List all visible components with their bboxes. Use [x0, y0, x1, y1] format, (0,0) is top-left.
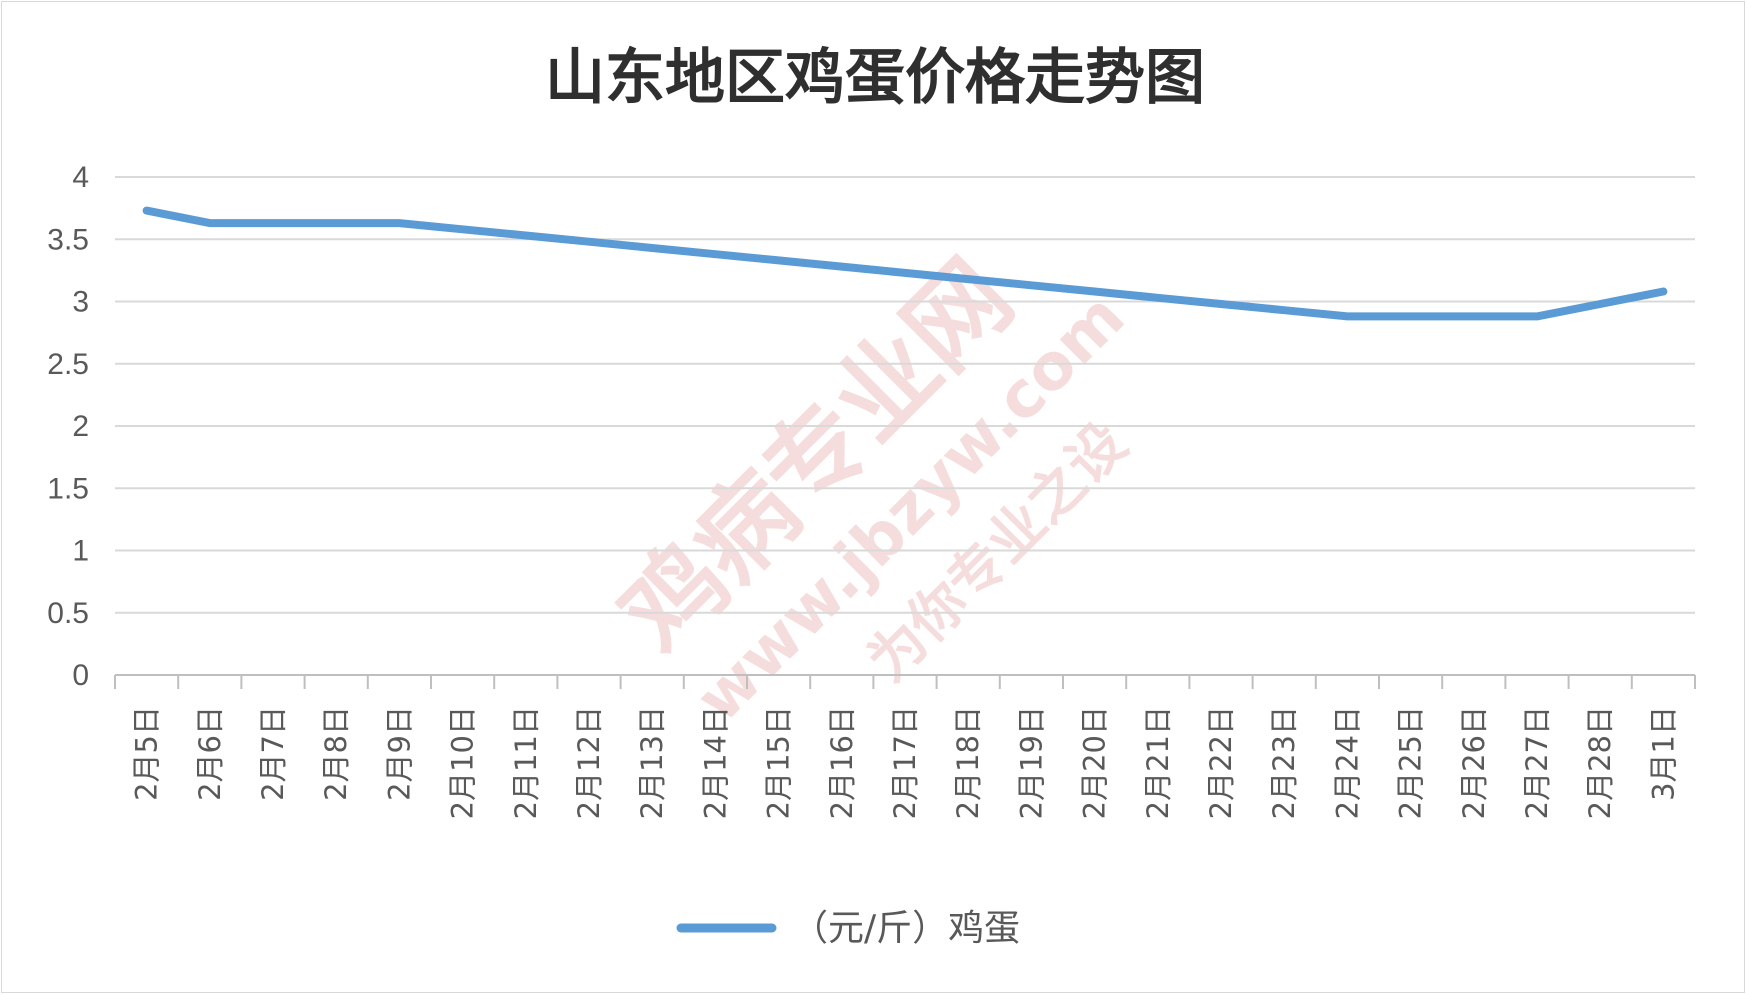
series-group [142, 206, 1668, 321]
x-tick-label: 2月16日 [825, 706, 859, 819]
x-tick-label: 2月26日 [1457, 706, 1491, 819]
x-tick-label: 2月5日 [130, 706, 164, 801]
x-tick-label: 2月25日 [1394, 706, 1428, 819]
x-tick-label: 2月6日 [193, 706, 227, 801]
x-tick-label: 2月20日 [1078, 706, 1112, 819]
y-tick-label: 2 [72, 410, 89, 443]
x-tick-label: 2月28日 [1583, 706, 1617, 819]
y-axis-ticks: 0 0.5 1 1.5 2 2.5 3 3.5 4 [47, 161, 89, 692]
x-tick-label: 2月23日 [1267, 706, 1301, 819]
x-tick-label: 2月13日 [635, 706, 669, 819]
x-axis [114, 674, 1696, 689]
x-tick-label: 2月17日 [888, 706, 922, 819]
chart-title: 山东地区鸡蛋价格走势图 [545, 43, 1205, 113]
legend: （元/斤）鸡蛋 [676, 908, 1020, 949]
y-tick-label: 1 [72, 535, 89, 568]
y-tick-label: 0 [72, 659, 89, 692]
x-tick-label: 2月10日 [446, 706, 480, 819]
y-tick-label: 4 [72, 161, 89, 194]
y-tick-label: 0.5 [47, 597, 89, 630]
x-tick-label: 2月8日 [319, 706, 353, 801]
y-tick-label: 1.5 [47, 472, 89, 505]
legend-label: （元/斤）鸡蛋 [792, 908, 1020, 949]
x-tick-label: 2月12日 [572, 706, 606, 819]
gridlines [115, 176, 1695, 614]
x-tick-label: 2月27日 [1520, 706, 1554, 819]
x-tick-label: 2月18日 [951, 706, 985, 819]
x-tick-label: 2月24日 [1330, 706, 1364, 819]
x-tick-label: 2月7日 [256, 706, 290, 801]
x-axis-ticks: 2月5日 2月6日 2月7日 2月8日 2月9日 2月10日 2月11日 2月12日 2月13日… [130, 706, 1681, 819]
x-tick-label: 2月14日 [698, 706, 732, 819]
y-tick-label: 3.5 [47, 223, 89, 256]
x-tick-label: 2月15日 [762, 706, 796, 819]
y-tick-label: 2.5 [47, 348, 89, 381]
x-tick-label: 2月11日 [509, 706, 543, 819]
x-tick-label: 2月19日 [1014, 706, 1048, 819]
x-tick-label: 2月21日 [1141, 706, 1175, 819]
x-tick-label: 3月1日 [1646, 706, 1680, 801]
x-tick-label: 2月9日 [382, 706, 416, 801]
y-tick-label: 3 [72, 286, 89, 319]
x-tick-label: 2月22日 [1204, 706, 1238, 819]
